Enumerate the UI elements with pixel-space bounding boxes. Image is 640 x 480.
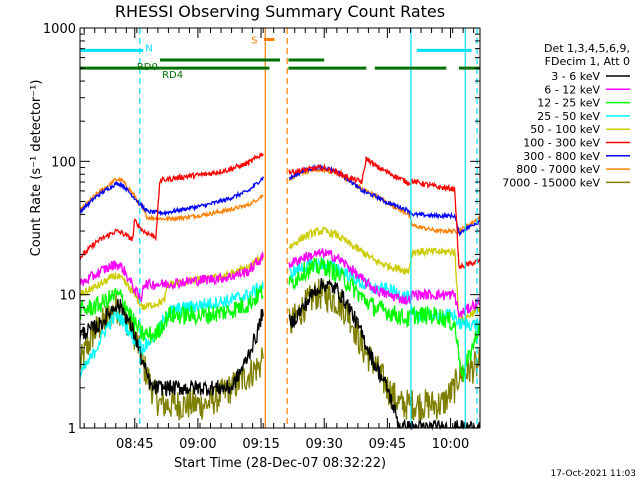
- flag-label-rd4: RD4: [162, 70, 183, 81]
- plot-frame: [79, 27, 481, 429]
- chart-title: RHESSI Observing Summary Count Rates: [115, 2, 445, 21]
- x-tick-label-2: 09:00: [179, 437, 216, 452]
- x-tick-label-5: 09:45: [369, 437, 406, 452]
- series-line-3: [79, 256, 481, 382]
- y-axis-label: Count Rate (s⁻¹ detector⁻¹): [29, 80, 44, 257]
- series-line-2: [79, 248, 481, 318]
- x-tick-label-4: 09:30: [305, 437, 342, 452]
- y-tick-label-4: 1000: [43, 22, 76, 37]
- x-tick-label-3: 09:15: [242, 437, 279, 452]
- legend-label-5: 50 - 100 keV: [530, 123, 600, 136]
- y-tick-label-2: 10: [59, 289, 76, 304]
- x-tick-label-1: 08:45: [116, 437, 153, 452]
- y-tick-label-1: 1: [68, 422, 76, 437]
- legend-header-detectors: Det 1,3,4,5,6,9,: [544, 42, 630, 55]
- legend-header-decimation: FDecim 1, Att 0: [545, 55, 630, 68]
- legend-label-3: 12 - 25 keV: [537, 97, 600, 110]
- legend-label-2: 6 - 12 keV: [544, 83, 600, 96]
- y-tick-label-3: 100: [51, 155, 76, 170]
- series-line-6: [79, 152, 481, 270]
- legend-label-9: 7000 - 15000 keV: [502, 176, 600, 189]
- gap-label-s: S: [251, 35, 257, 46]
- footer-timestamp: 17-Oct-2021 11:03: [551, 469, 636, 479]
- x-tick-label-6: 10:00: [432, 437, 469, 452]
- legend-label-8: 800 - 7000 keV: [516, 163, 600, 176]
- legend-label-7: 300 - 800 keV: [523, 150, 600, 163]
- flag-label-n: N: [145, 43, 152, 54]
- legend-label-4: 25 - 50 keV: [537, 110, 600, 123]
- x-axis-label: Start Time (28-Dec-07 08:32:22): [174, 456, 386, 471]
- legend-label-1: 3 - 6 keV: [551, 70, 600, 83]
- legend-label-6: 100 - 300 keV: [523, 137, 600, 150]
